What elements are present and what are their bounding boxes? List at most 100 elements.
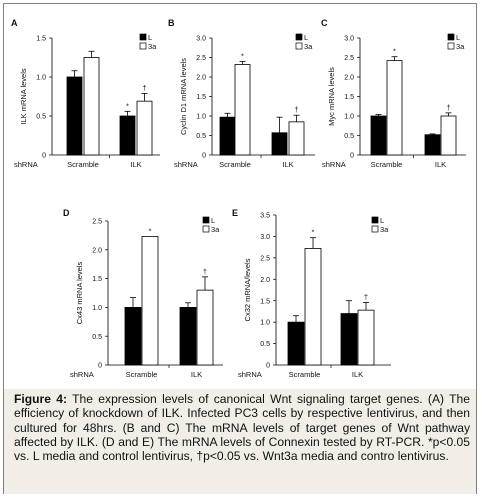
y-tick-label: 0 [266,363,270,370]
y-tick-label: 0 [42,153,46,160]
legend-swatch-3a [371,225,379,233]
legend-swatch-L [371,216,379,224]
y-tick-label: 3.0 [344,36,354,43]
legend-label-L: L [304,33,308,42]
category-label-scramble: Scramble [67,160,99,169]
legend-label-3a: 3a [211,225,220,234]
category-label-ilk: ILK [352,370,363,379]
y-tick-label: 1.5 [260,298,270,305]
significance-marker: † [446,103,450,112]
y-tick-label: 0.5 [344,133,354,140]
legend-swatch-L [447,33,455,41]
y-tick-label: 2.0 [196,75,206,82]
y-tick-label: 2.5 [260,255,270,262]
significance-marker: * [312,228,315,237]
category-label-ilk: ILK [130,160,141,169]
bar-3a-scramble [83,57,100,156]
legend-label-3a: 3a [456,42,465,51]
bar-3a-ilk [196,289,214,366]
bar-L-ilk [424,134,441,156]
legend-label-L: L [148,33,152,42]
y-tick-label: 3.0 [196,36,206,43]
shrna-row-label: shRNA [238,370,262,379]
legend-label-3a: 3a [304,42,313,51]
y-axis-title: Cx43 mRNA levels [75,261,84,324]
y-tick-label: 1.0 [196,114,206,121]
y-tick-label: 0.5 [92,334,102,341]
figure-caption: Figure 4: The expression levels of canon… [4,389,476,494]
significance-marker: * [149,227,152,236]
significance-marker: † [142,83,146,92]
y-tick-label: 2.5 [344,55,354,62]
bar-3a-ilk [440,115,457,156]
y-tick-label: 0.5 [196,133,206,140]
legend-label-3a: 3a [380,225,389,234]
bar-3a-ilk [288,121,305,156]
y-tick-label: 0.5 [36,114,46,121]
significance-marker: † [294,105,298,114]
legend-swatch-3a [295,42,303,50]
y-tick-label: 2.5 [92,219,102,226]
y-tick-label: 1.5 [92,276,102,283]
y-tick-label: 1.0 [344,114,354,121]
y-tick-label: 1.5 [36,36,46,43]
legend-label-3a: 3a [148,42,157,51]
panel-letter-D: D [63,208,70,218]
shrna-row-label: shRNA [14,160,38,169]
bar-3a-scramble [234,64,251,156]
y-tick-label: 1.5 [196,94,206,101]
legend-swatch-L [295,33,303,41]
bar-3a-scramble [304,248,322,366]
y-tick-label: 1.5 [344,94,354,101]
caption-text: The expression levels of canonical Wnt s… [14,392,470,464]
y-axis-title: Cx32 mRNA/levels [243,258,252,321]
category-label-scramble: Scramble [289,370,321,379]
bar-L-ilk [179,306,197,366]
legend-swatch-L [202,216,210,224]
category-label-scramble: Scramble [126,370,158,379]
y-tick-label: 2.0 [260,277,270,284]
y-tick-label: 0 [98,363,102,370]
category-label-ilk: ILK [435,160,446,169]
significance-marker: * [126,101,129,110]
y-tick-label: 2.0 [344,75,354,82]
legend-swatch-3a [447,42,455,50]
shrna-row-label: shRNA [70,370,94,379]
y-tick-label: 3.5 [260,213,270,220]
category-label-scramble: Scramble [371,160,403,169]
category-label-ilk: ILK [282,160,293,169]
y-tick-label: 2.0 [92,247,102,254]
bar-3a-ilk [357,309,375,366]
y-axis-title: Cyclin D1 mRNA levels [179,58,188,135]
bar-L-scramble [370,115,387,156]
bar-L-scramble [124,306,142,366]
y-axis-title: Myc mRNA levels [327,67,336,126]
caption-label: Figure 4: [14,392,68,406]
y-tick-label: 1.0 [36,75,46,82]
significance-marker: * [393,47,396,56]
y-tick-label: 1.0 [260,320,270,327]
panel-letter-E: E [232,208,238,218]
legend-swatch-3a [139,42,147,50]
y-tick-label: 1.0 [92,305,102,312]
panel-letter-A: A [11,18,18,28]
category-label-scramble: Scramble [219,160,251,169]
bar-3a-ilk [136,100,153,156]
significance-marker: * [241,51,244,60]
bar-3a-scramble [141,236,159,366]
y-tick-label: 0 [350,153,354,160]
bar-L-ilk [271,132,288,156]
bar-L-ilk [119,115,136,156]
significance-marker: † [203,267,207,276]
bar-3a-scramble [386,60,403,156]
y-axis-title: ILK mRNA levels [19,68,28,125]
y-tick-label: 0.5 [260,341,270,348]
y-tick-label: 2.5 [196,55,206,62]
panel-letter-C: C [321,18,328,28]
shrna-row-label: shRNA [174,160,198,169]
legend-swatch-3a [202,225,210,233]
figure-panels: A 0 0.5 1.0 1.5 ILK mRNA levels * † Scramble ILK s… [11,18,466,379]
bar-L-scramble [66,76,83,156]
legend-label-L: L [380,216,384,225]
bar-L-ilk [340,313,358,366]
